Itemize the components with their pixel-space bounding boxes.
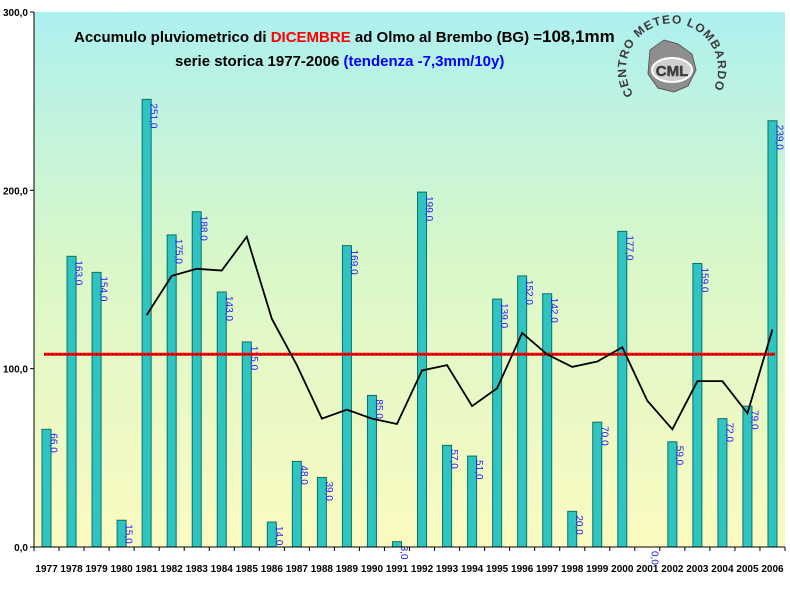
chart-title: Accumulo pluviometrico di DICEMBRE ad Ol… [74,27,615,46]
bar-value-label-1978: 163,0 [73,260,84,285]
x-tick-label-1990: 1990 [361,564,384,575]
subtitle-prefix: serie storica 1977-2006 [175,53,343,70]
bar-value-label-1986: 14,0 [273,526,284,546]
x-tick-label-1998: 1998 [561,564,584,575]
x-tick-label-2001: 2001 [636,564,659,575]
bar-2000 [617,230,628,548]
bar-value-label-1994: 51,0 [473,460,484,480]
chart-subtitle: serie storica 1977-2006 (tendenza -7,3mm… [175,53,504,70]
bar-value-label-1999: 70,0 [598,426,609,446]
x-tick-label-1984: 1984 [211,564,234,575]
y-axis-ticks: 0,0 100,0 200,0 300,0 [3,8,34,554]
bar-1978 [66,255,77,548]
bar-value-label-1996: 152,0 [523,280,534,305]
bar-2003 [692,262,703,548]
bar-value-label-1984: 143,0 [223,296,234,321]
bar-1981 [141,98,152,548]
bar-value-label-2005: 79,0 [748,410,759,430]
x-tick-label-1978: 1978 [60,564,83,575]
bar-2006 [767,120,778,548]
bar-value-label-2002: 59,0 [673,446,684,466]
moving-average-line [145,234,774,431]
bar-value-label-1988: 39,0 [323,481,334,501]
bar-value-label-1987: 48,0 [298,465,309,485]
bar-value-label-1980: 15,0 [123,524,134,544]
bar-value-label-1982: 175,0 [173,239,184,264]
bar-value-label-1979: 154,0 [98,276,109,301]
bar-1997 [542,293,553,548]
title-prefix: Accumulo pluviometrico di [74,29,271,46]
bar-value-label-1983: 188,0 [198,216,209,241]
bar-value-label-1991: 3,0 [398,546,409,560]
subtitle-trend: (tendenza -7,3mm/10y) [343,53,504,70]
x-tick-label-2006: 2006 [761,564,784,575]
bar-value-label-1990: 85,0 [373,399,384,419]
x-tick-label-1991: 1991 [386,564,409,575]
bar-value-label-2003: 159,0 [698,267,709,292]
x-tick-label-2000: 2000 [611,564,634,575]
x-tick-label-2003: 2003 [686,564,709,575]
x-tick-label-1985: 1985 [236,564,259,575]
bar-value-label-1992: 199,0 [423,196,434,221]
x-tick-label-1982: 1982 [161,564,184,575]
bar-value-label-1993: 57,0 [448,449,459,469]
bar-value-label-1995: 139,0 [498,303,509,328]
y-tick-label: 100,0 [3,365,28,376]
title-mean: 108,1mm [542,27,615,46]
x-tick-label-1981: 1981 [136,564,159,575]
x-tick-label-1994: 1994 [461,564,484,575]
x-tick-label-2002: 2002 [661,564,684,575]
bar-1996 [517,275,528,548]
bar-value-label-1981: 251,0 [148,103,159,128]
bar-1984 [216,291,227,548]
bar-value-label-1998: 20,0 [573,515,584,535]
x-tick-label-1977: 1977 [35,564,58,575]
logo-center-oval [651,57,693,83]
title-month: DICEMBRE [271,29,351,46]
bar-value-label-1985: 115,0 [248,346,259,371]
x-tick-label-1996: 1996 [511,564,534,575]
x-tick-label-1979: 1979 [85,564,108,575]
x-tick-label-2004: 2004 [711,564,734,575]
x-tick-label-1993: 1993 [436,564,459,575]
x-tick-label-1989: 1989 [336,564,359,575]
bar-value-label-1977: 66,0 [48,433,59,453]
x-tick-label-1988: 1988 [311,564,334,575]
x-tick-label-1983: 1983 [186,564,209,575]
x-tick-label-1997: 1997 [536,564,559,575]
y-tick-label: 300,0 [3,8,28,19]
bar-value-label-2000: 177,0 [623,235,634,260]
x-tick-label-1987: 1987 [286,564,309,575]
x-tick-label-1980: 1980 [110,564,133,575]
plot-background [34,12,785,547]
bar-1979 [91,271,102,548]
x-tick-label-1992: 1992 [411,564,434,575]
x-tick-label-1995: 1995 [486,564,509,575]
x-axis-ticks: 1977 1978 1979 1980 1981 1982 1983 1984 1985 1986… [33,547,786,575]
x-tick-label-1999: 1999 [586,564,609,575]
bar-1995 [492,298,503,548]
y-tick-label: 200,0 [3,186,28,197]
bar-label-group: 66,0 163,0 154,0 15,0 251,0 175,0 188,0 143,0 11… [48,103,785,565]
bar-value-label-2006: 239,0 [773,125,784,150]
x-tick-label-1986: 1986 [261,564,284,575]
title-middle: ad Olmo al Brembo (BG) = [351,29,543,46]
bar-value-label-1997: 142,0 [548,298,559,323]
bar-value-label-1989: 169,0 [348,250,359,275]
x-tick-label-2005: 2005 [736,564,759,575]
chart-title-group: Accumulo pluviometrico di DICEMBRE ad Ol… [74,27,615,70]
bar-1985 [241,341,252,548]
bar-value-label-2004: 72,0 [723,423,734,443]
bar-value-label-2001: 0,0 [648,551,659,565]
bar-1989 [341,245,352,548]
y-tick-label: 0,0 [14,543,28,554]
logo-center-text: CML [656,63,689,80]
bar-1983 [191,211,202,548]
